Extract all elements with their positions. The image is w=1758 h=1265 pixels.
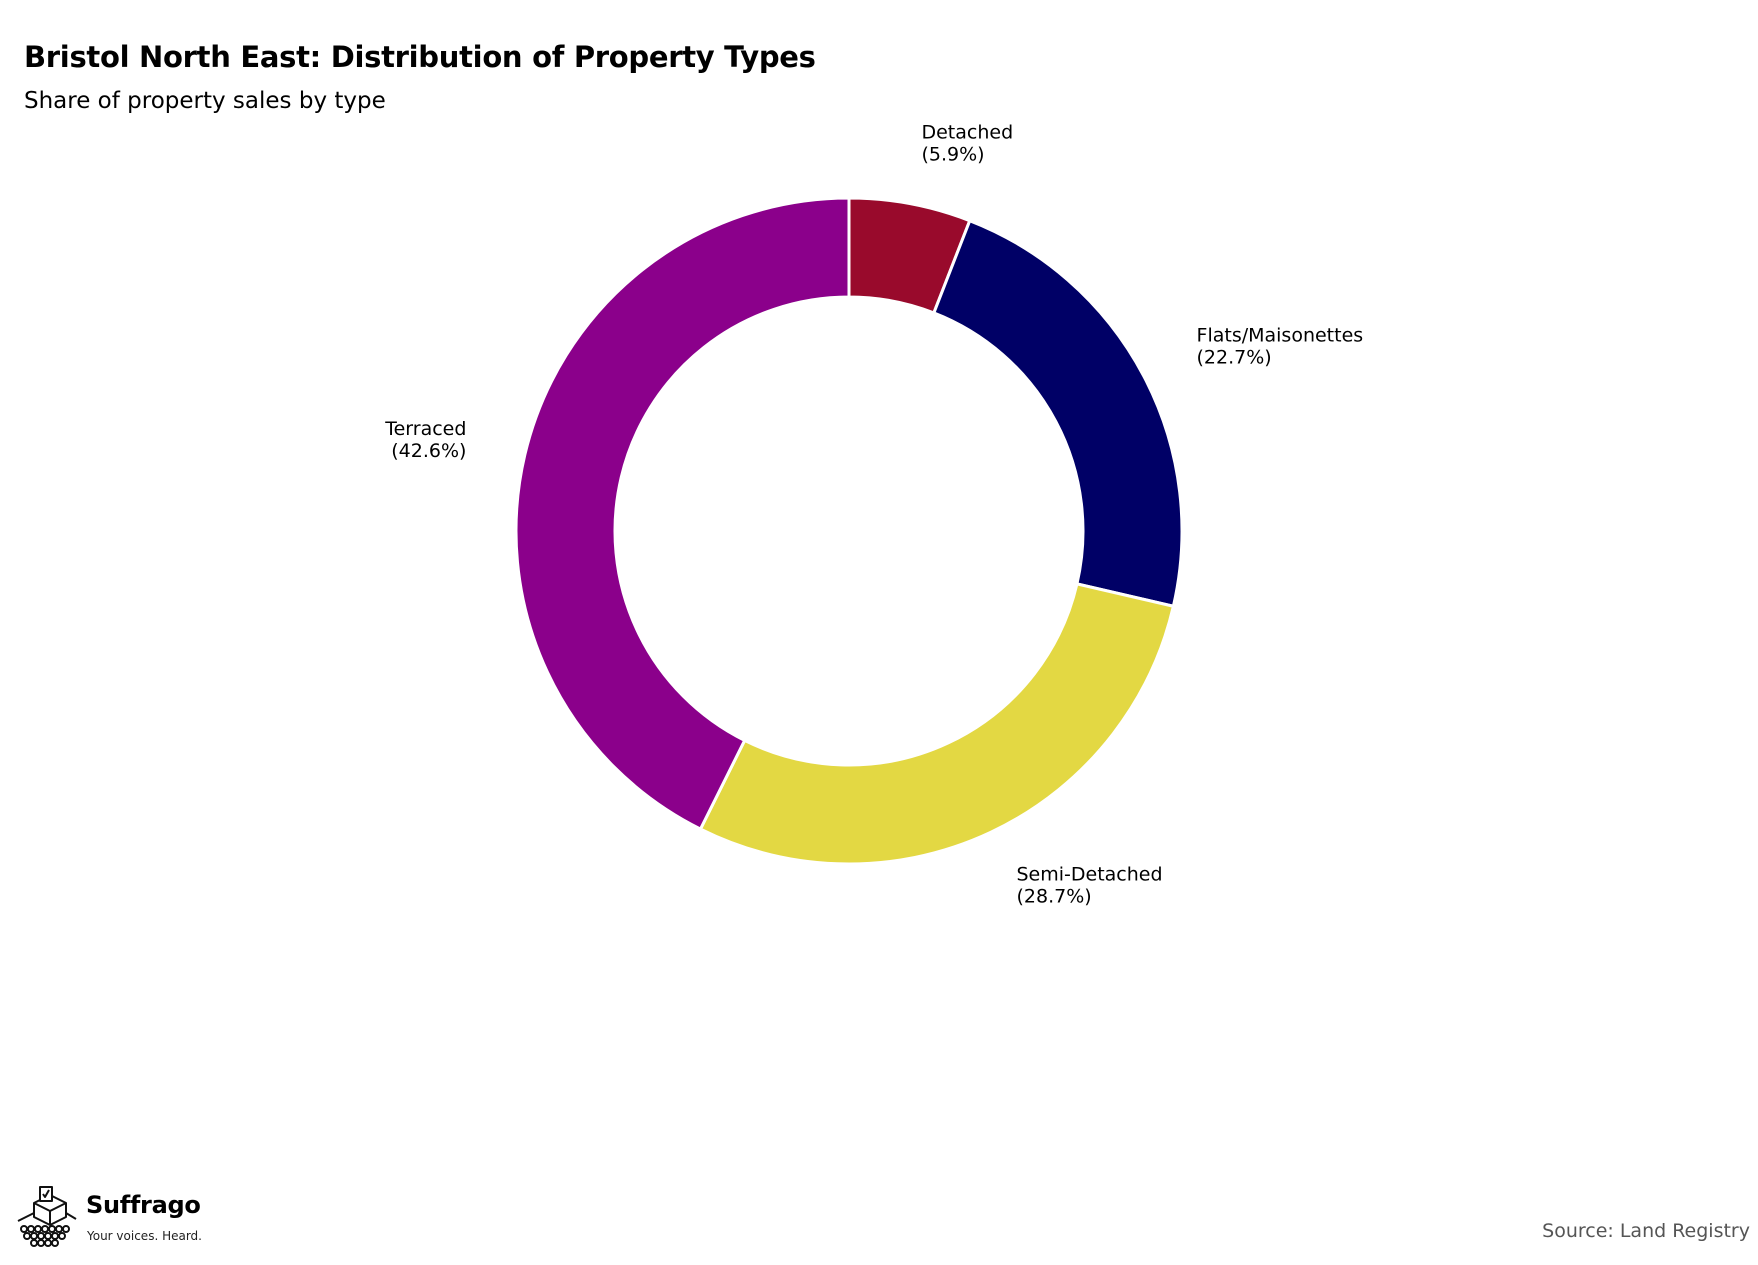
brand-name: Suffrago — [86, 1191, 201, 1219]
slice-flats-maisonettes — [931, 218, 1184, 609]
slice-terraced — [514, 196, 851, 832]
slice-category-terraced: Terraced — [384, 418, 466, 440]
brand-tagline: Your voices. Heard. — [87, 1229, 202, 1243]
slice-value-flats-maisonettes: (22.7%) — [1197, 346, 1272, 368]
slice-label-terraced: Terraced (42.6%) — [384, 418, 466, 462]
slice-category-flats-maisonettes: Flats/Maisonettes — [1197, 324, 1364, 346]
slice-label-semi-detached: Semi-Detached (28.7%) — [1016, 864, 1162, 908]
slice-label-detached: Detached (5.9%) — [921, 122, 1013, 166]
brand-logo: Suffrago Your voices. Heard. — [14, 1185, 234, 1255]
slice-label-flats-maisonettes: Flats/Maisonettes (22.7%) — [1197, 324, 1364, 368]
slice-category-semi-detached: Semi-Detached — [1016, 864, 1162, 886]
slice-category-detached: Detached — [921, 122, 1013, 144]
slice-labels: Detached (5.9%) Flats/Maisonettes (22.7%) Se… — [384, 122, 1363, 908]
chart-subtitle: Share of property sales by type — [24, 88, 386, 114]
ballot-box-icon — [17, 1186, 77, 1247]
donut-slices — [514, 196, 1184, 866]
slice-value-detached: (5.9%) — [921, 144, 984, 166]
source-note: Source: Land Registry — [1542, 1220, 1750, 1242]
slice-value-semi-detached: (28.7%) — [1016, 886, 1091, 908]
slice-semi-detached — [698, 582, 1176, 866]
chart-title: Bristol North East: Distribution of Prop… — [24, 40, 816, 74]
slice-value-terraced: (42.6%) — [391, 440, 466, 462]
